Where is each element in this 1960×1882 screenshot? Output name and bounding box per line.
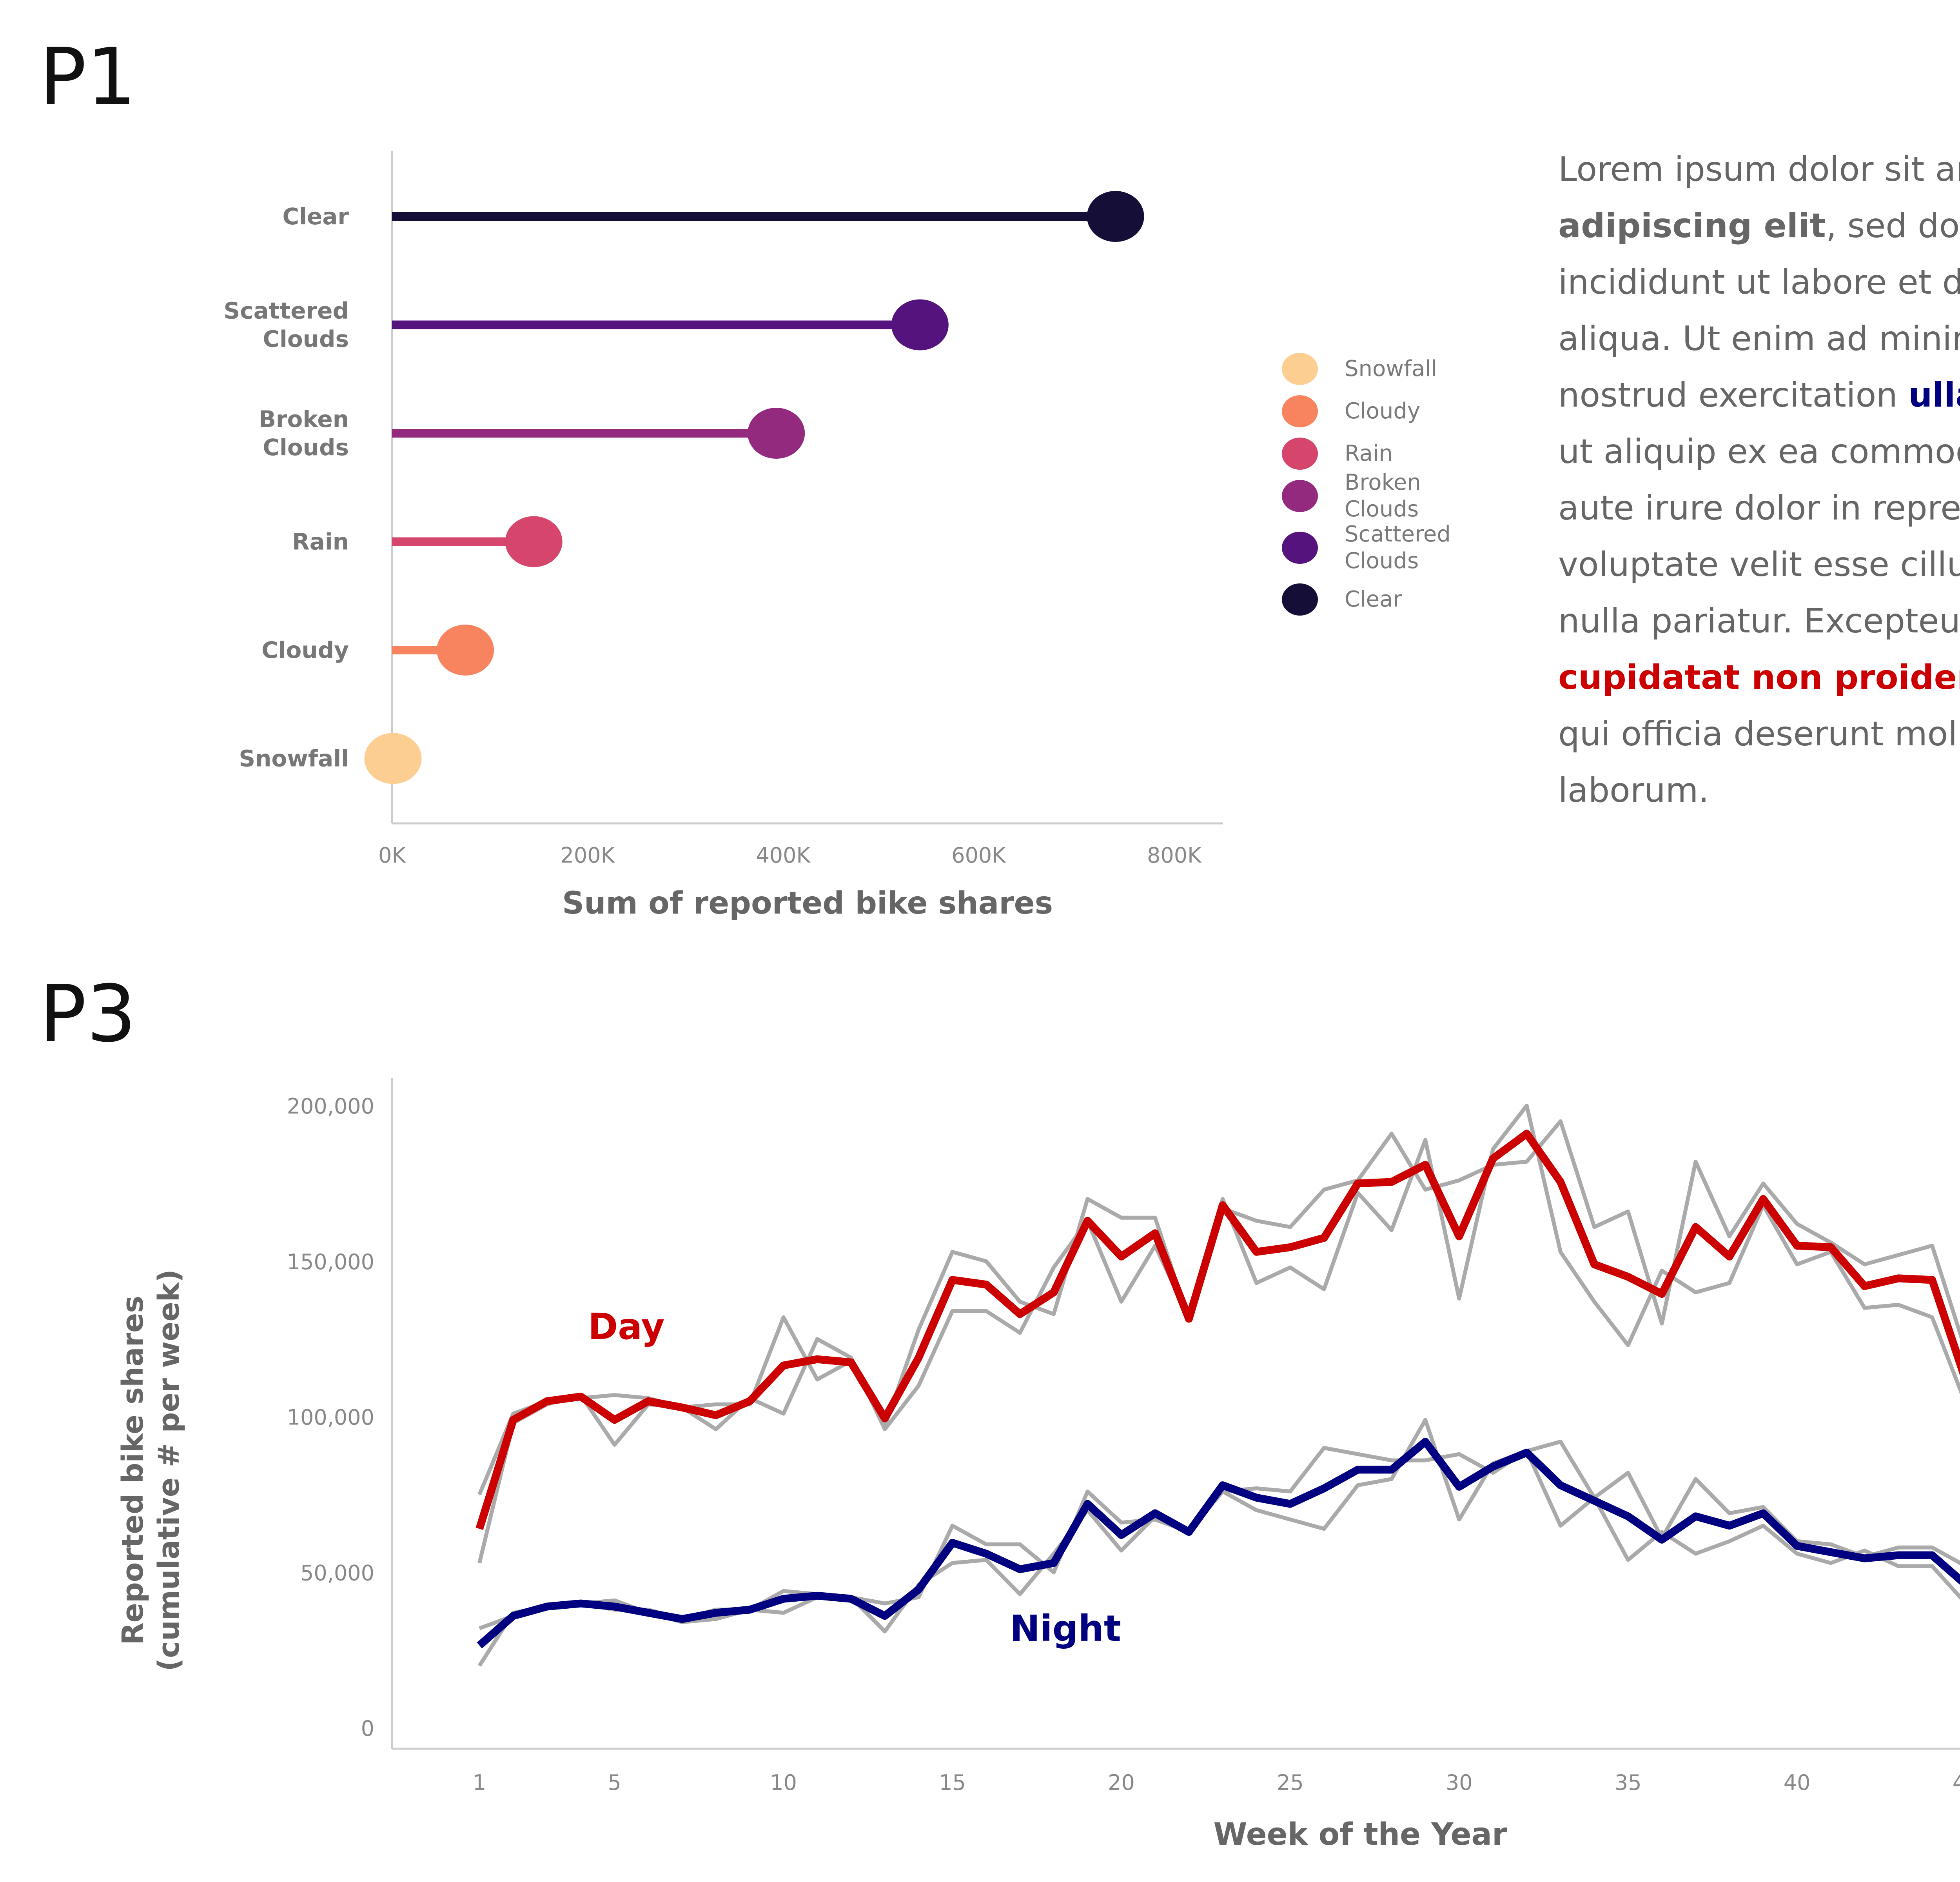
category-label: Clear — [282, 203, 349, 230]
y-axis-title: Reported bike shares(cumulative # per we… — [116, 1269, 186, 1671]
x-tick-label: 1 — [473, 1770, 486, 1795]
x-tick-label: 10 — [770, 1770, 797, 1795]
x-tick-label: 0K — [378, 843, 406, 868]
legend-item: Rain — [1282, 438, 1393, 470]
category-label: Broken Clouds — [259, 406, 349, 461]
legend-item: Snowfall — [1282, 353, 1437, 385]
paragraph-highlight: cupidatat non proident — [1558, 658, 1960, 697]
paragraph-text: Lorem ipsum dolor sit amet, — [1558, 150, 1960, 189]
day-series-line — [475, 1130, 1960, 1530]
lollipop-chart: Clear Scattered Clouds Broken Clouds Rain Clou… — [223, 151, 1223, 921]
legend-item: Cloudy — [1282, 395, 1420, 427]
paragraph-highlight: ullamco laboris nisi — [1908, 376, 1960, 415]
panel-label-p1: P1 — [39, 31, 136, 123]
lollipop-dot — [364, 733, 422, 784]
legend-swatch — [1282, 395, 1318, 427]
legend-swatch — [1282, 532, 1318, 564]
lollipop-dot — [505, 516, 563, 567]
y-axis-title-group: Reported bike shares(cumulative # per we… — [116, 1269, 186, 1671]
night-series-line — [477, 1438, 1960, 1649]
x-axis-title: Sum of reported bike shares — [562, 886, 1053, 921]
category-label: Snowfall — [239, 745, 349, 772]
x-tick-label: 400K — [756, 843, 811, 868]
paragraph-text: , sed do eiusmod tempor incididunt ut la… — [1558, 206, 1960, 415]
x-tick-label: 30 — [1446, 1770, 1473, 1795]
y-tick-label: 0 — [361, 1716, 374, 1741]
y-tick-label: 150,000 — [287, 1250, 374, 1274]
legend-item: Scattered Clouds — [1282, 521, 1451, 574]
category-label: Rain — [292, 529, 349, 555]
panel-label-p3: P3 — [39, 968, 136, 1060]
lollipop-dot — [1087, 191, 1144, 242]
x-tick-label: 25 — [1277, 1770, 1304, 1795]
y-tick-label: 50,000 — [300, 1560, 374, 1585]
category-label: Cloudy — [261, 637, 349, 663]
annotation-day: Day — [588, 1306, 665, 1348]
x-tick-label: 200K — [561, 843, 615, 868]
legend-label: Snowfall — [1345, 356, 1437, 381]
legend-label: Clear — [1345, 587, 1402, 612]
x-tick-label: 45 — [1953, 1770, 1960, 1795]
background-series-line — [479, 1440, 1960, 1630]
lorem-paragraph: Lorem ipsum dolor sit amet, consectetur … — [1558, 141, 1960, 819]
y-tick-label: 100,000 — [287, 1405, 374, 1430]
legend-swatch — [1282, 480, 1318, 512]
category-label: Scattered Clouds — [223, 298, 349, 352]
paragraph-text: , sunt in culpa qui officia deserunt mol… — [1558, 714, 1960, 810]
lollipop-dot — [891, 299, 949, 351]
x-tick-label: 15 — [939, 1770, 966, 1795]
x-tick-label: 5 — [608, 1770, 621, 1795]
legend-swatch — [1282, 438, 1318, 470]
x-tick-label: 800K — [1147, 843, 1202, 868]
legend-swatch — [1282, 583, 1318, 616]
legend-label: Cloudy — [1345, 398, 1421, 424]
background-series-line — [477, 1418, 1960, 1667]
legend-swatch — [1282, 353, 1318, 385]
x-tick-label: 40 — [1784, 1770, 1811, 1795]
x-tick-label: 600K — [951, 843, 1006, 868]
paragraph-text: ut aliquip ex ea commodo consequat. Duis… — [1558, 432, 1960, 641]
legend-label: Rain — [1345, 441, 1393, 466]
paragraph-highlight: consectetur adipiscing elit — [1558, 206, 1826, 245]
lollipop-dot — [437, 625, 494, 676]
lollipop-dot — [748, 408, 805, 459]
x-tick-label: 20 — [1108, 1770, 1135, 1795]
x-axis-title: Week of the Year — [1214, 1817, 1507, 1852]
y-tick-label: 200,000 — [287, 1094, 374, 1119]
x-tick-label: 35 — [1615, 1770, 1642, 1795]
legend-label: Scattered Clouds — [1345, 521, 1451, 574]
background-series-line — [477, 1104, 1960, 1564]
legend-item: Broken Clouds — [1282, 470, 1421, 522]
legend-item: Clear — [1282, 583, 1402, 616]
legend-label: Broken Clouds — [1345, 470, 1421, 522]
annotation-night: Night — [1010, 1608, 1121, 1649]
